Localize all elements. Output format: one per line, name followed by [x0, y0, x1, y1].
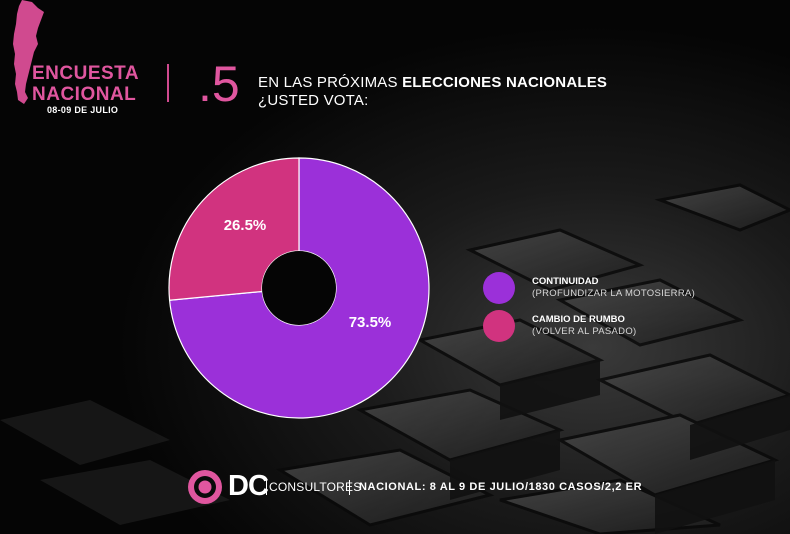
donut-hole — [262, 251, 336, 325]
question-number: .5 — [198, 56, 240, 112]
legend-subtitle-cambio: (VOLVER AL PASADO) — [532, 326, 637, 337]
footer-info: NACIONAL: 8 AL 9 DE JULIO/1830 CASOS/2,2… — [359, 481, 643, 493]
footer: DC CONSULTORES NACIONAL: 8 AL 9 DE JULIO… — [0, 468, 790, 508]
header-divider — [167, 64, 169, 102]
footer-divider-2 — [349, 480, 350, 495]
question-text-line2: ¿USTED VOTA: — [258, 92, 369, 109]
footer-divider-1 — [266, 479, 267, 495]
data-label-continuidad: 73.5% — [349, 314, 392, 331]
data-label-cambio: 26.5% — [224, 217, 267, 234]
survey-dates: 08-09 DE JULIO — [47, 105, 119, 115]
question-text-bold: ELECCIONES NACIONALES — [402, 74, 608, 91]
legend-swatch-cambio — [483, 310, 515, 342]
dc-logo-icon — [188, 470, 222, 504]
donut-slice-cambio — [168, 157, 300, 301]
legend-title-cambio: CAMBIO DE RUMBO — [532, 314, 625, 325]
legend-subtitle-continuidad: (PROFUNDIZAR LA MOTOSIERRA) — [532, 288, 696, 299]
question-text-line1: EN LAS PRÓXIMAS ELECCIONES NACIONALES — [258, 74, 607, 91]
brand-name: DC — [228, 470, 269, 502]
legend-title-continuidad: CONTINUIDAD — [532, 276, 599, 287]
brand-suffix: CONSULTORES — [269, 480, 362, 494]
question-text-part1: EN LAS PRÓXIMAS — [258, 74, 403, 91]
legend-swatch-continuidad — [483, 272, 515, 304]
survey-title: ENCUESTA NACIONAL — [32, 63, 139, 105]
survey-title-line1: ENCUESTA — [32, 63, 140, 84]
argentina-map-icon — [13, 0, 44, 104]
survey-title-line2: NACIONAL — [32, 84, 137, 105]
